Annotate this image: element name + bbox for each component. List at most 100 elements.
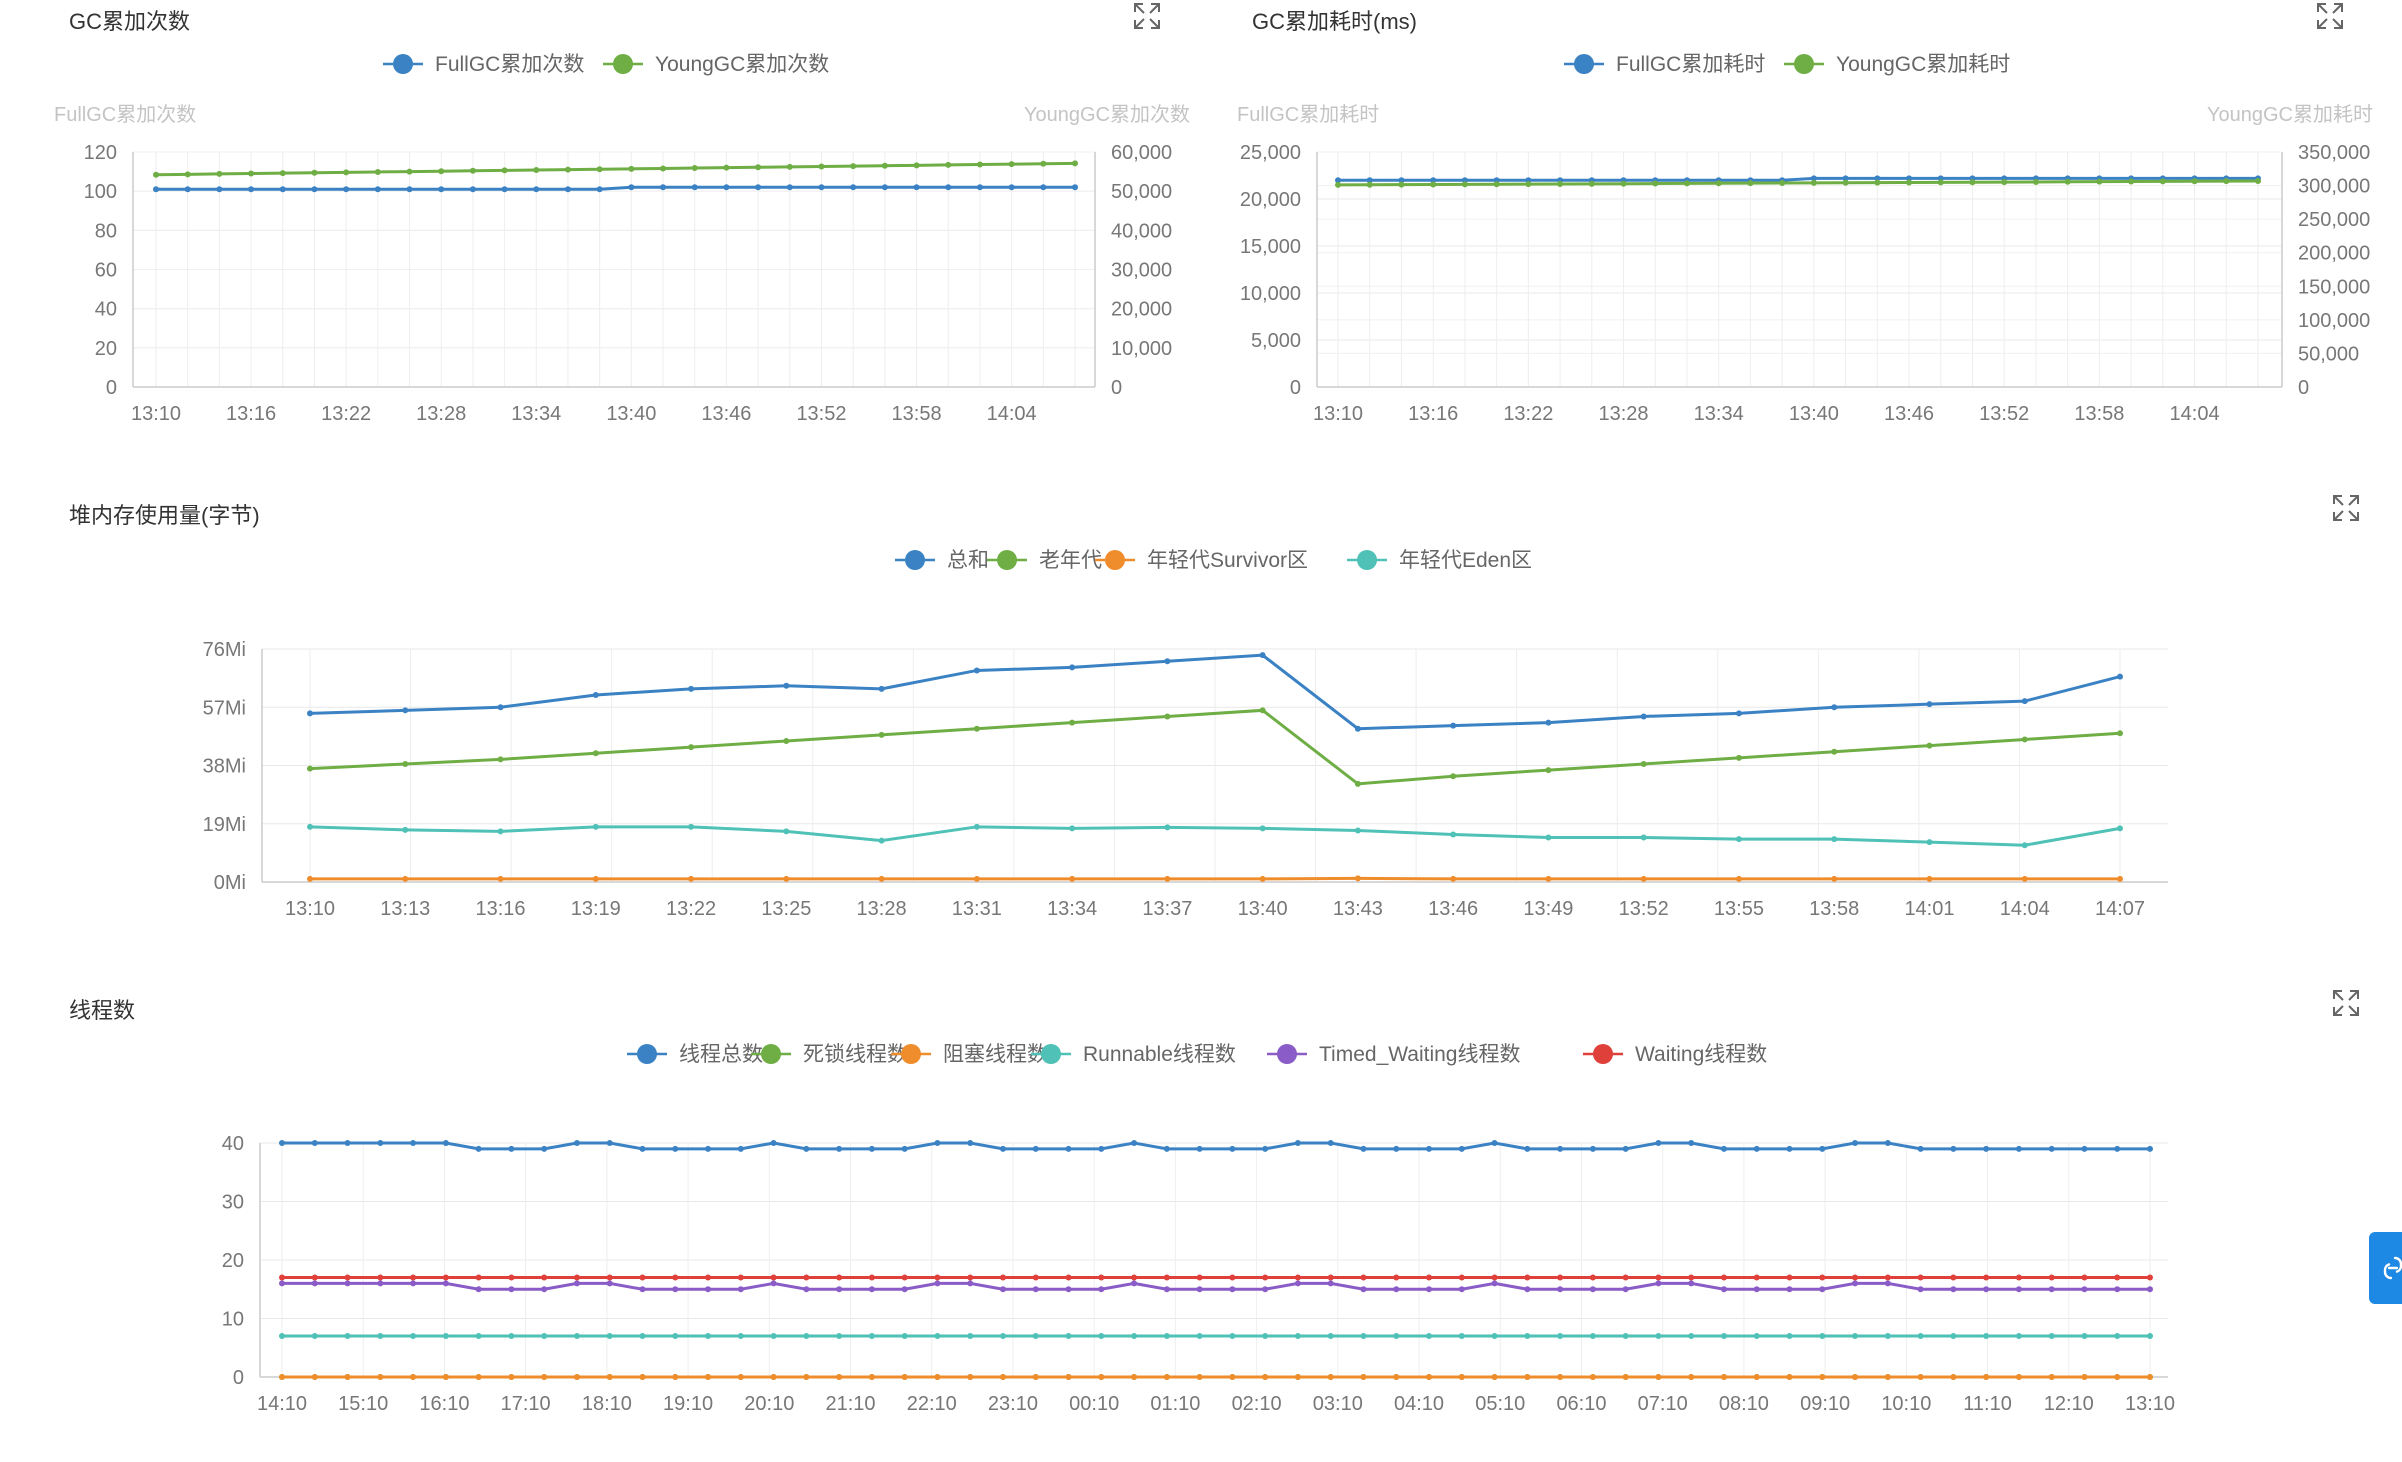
data-point	[592, 750, 599, 757]
y-tick-label: 57Mi	[203, 697, 246, 719]
data-point	[1819, 1374, 1826, 1380]
data-point	[1524, 1286, 1531, 1293]
data-point	[1335, 181, 1341, 188]
data-point	[497, 704, 504, 711]
threads-legend: 线程总数 死锁线程数 阻塞线程数 Runnable线程数 Timed_Waiting线程…	[627, 1043, 1767, 1066]
data-point	[2117, 875, 2123, 882]
data-point	[1430, 177, 1437, 184]
data-point	[1327, 1374, 1334, 1380]
data-point	[1747, 180, 1754, 187]
data-point	[1098, 1274, 1105, 1281]
x-tick-label: 13:22	[1503, 403, 1553, 425]
x-tick-label: 13:16	[1408, 403, 1458, 425]
data-point	[2081, 1374, 2088, 1380]
data-point	[1491, 1140, 1498, 1146]
data-point	[2081, 1274, 2088, 1281]
data-point	[1831, 875, 1838, 882]
data-point	[1491, 1280, 1498, 1287]
threads-expand-button[interactable]	[2330, 987, 2362, 1019]
legend-marker	[901, 1044, 921, 1064]
data-point	[1360, 1145, 1367, 1152]
side-float-tab[interactable]	[2369, 1232, 2402, 1304]
data-point	[1950, 1145, 1957, 1152]
gc-count-expand-button[interactable]	[1131, 0, 1163, 32]
expand-icon	[2333, 495, 2359, 521]
data-point	[1354, 725, 1361, 732]
data-point	[1327, 1140, 1334, 1146]
legend-marker	[1794, 54, 1814, 74]
data-point	[1652, 180, 1659, 187]
y-right-tick-label: 0	[1111, 377, 1122, 399]
data-point	[1354, 780, 1361, 787]
data-point	[606, 1280, 613, 1287]
legend-label: 年轻代Eden区	[1399, 549, 1532, 572]
data-point	[1262, 1286, 1269, 1293]
data-point	[1831, 748, 1838, 755]
y-tick-label: 5,000	[1251, 330, 1301, 352]
legend-item: 年轻代Eden区	[1347, 549, 1532, 572]
data-point	[1735, 754, 1742, 761]
data-point	[786, 184, 793, 191]
x-tick-label: 01:10	[1150, 1393, 1200, 1415]
x-tick-label: 04:10	[1394, 1393, 1444, 1415]
data-point	[1640, 760, 1647, 767]
data-point	[1398, 181, 1405, 188]
data-point	[1720, 1286, 1727, 1293]
y-right-tick-label: 250,000	[2298, 209, 2370, 231]
data-point	[1688, 1140, 1695, 1146]
data-point	[1065, 1333, 1072, 1340]
data-point	[1098, 1333, 1105, 1340]
data-point	[1196, 1286, 1203, 1293]
data-point	[1163, 1374, 1170, 1380]
series-threads-4	[279, 1280, 2153, 1293]
data-point	[1640, 713, 1647, 720]
data-point	[1735, 875, 1742, 882]
data-point	[216, 186, 223, 193]
y-right-tick-label: 50,000	[2298, 343, 2359, 365]
data-point	[1545, 834, 1552, 841]
data-point	[508, 1374, 515, 1380]
data-point	[475, 1286, 482, 1293]
legend-label: 总和	[947, 549, 989, 572]
data-point	[1430, 181, 1437, 188]
data-point	[469, 167, 476, 174]
data-point	[596, 186, 603, 193]
data-point	[836, 1274, 843, 1281]
data-point	[967, 1333, 974, 1340]
threads-chart: 0 10 20 30 40 14:10 15:10 16:10 17:10 18:10 19:10 2…	[222, 1043, 2175, 1415]
legend-marker	[637, 1044, 657, 1064]
x-tick-label: 14:01	[1904, 898, 1954, 920]
data-point	[1524, 1274, 1531, 1281]
data-point	[1819, 1333, 1826, 1340]
data-point	[1196, 1333, 1203, 1340]
y-tick-label: 76Mi	[203, 639, 246, 661]
data-point	[1852, 1274, 1859, 1281]
data-point	[705, 1145, 712, 1152]
y-tick-label: 40	[95, 299, 117, 321]
data-point	[934, 1333, 941, 1340]
x-tick-label: 13:28	[1598, 403, 1648, 425]
data-point	[945, 184, 952, 191]
data-point	[248, 186, 255, 193]
x-tick-label: 13:10	[285, 898, 335, 920]
data-point	[1032, 1374, 1039, 1380]
data-point	[1426, 1286, 1433, 1293]
gc-time-expand-button[interactable]	[2314, 0, 2346, 32]
data-point	[475, 1374, 482, 1380]
x-tick-label: 17:10	[501, 1393, 551, 1415]
data-point	[1360, 1333, 1367, 1340]
data-point	[1229, 1374, 1236, 1380]
heap-expand-button[interactable]	[2330, 492, 2362, 524]
data-point	[878, 685, 885, 692]
data-point	[1926, 701, 1933, 708]
data-point	[1655, 1374, 1662, 1380]
data-point	[1393, 1286, 1400, 1293]
data-point	[1131, 1274, 1138, 1281]
data-point	[2147, 1274, 2153, 1281]
x-tick-label: 14:04	[2170, 403, 2220, 425]
data-point	[1493, 181, 1500, 188]
data-point	[442, 1374, 449, 1380]
data-point	[1874, 179, 1881, 186]
data-point	[1753, 1374, 1760, 1380]
x-tick-label: 15:10	[338, 1393, 388, 1415]
